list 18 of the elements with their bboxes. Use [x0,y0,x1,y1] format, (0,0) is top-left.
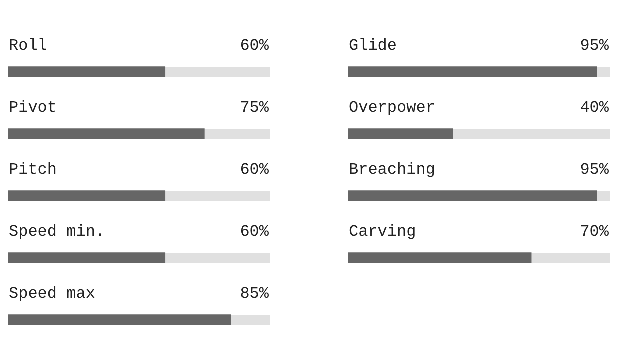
data-label: 95% [580,161,610,180]
category-label: Breaching [349,161,436,180]
data-label: 40% [580,99,610,118]
data-label: 95% [580,37,610,56]
data-label: 70% [580,223,610,242]
category-label: Carving [349,223,416,242]
data-label: 60% [240,223,270,242]
data-label: 75% [240,99,270,118]
category-label: Pivot [9,99,58,118]
data-label: 60% [240,37,270,56]
category-label: Roll [9,37,48,56]
category-label: Pitch [9,161,58,180]
category-label: Overpower [349,99,436,118]
data-label: 60% [240,161,270,180]
category-label: Speed min. [9,223,106,242]
data-label: 85% [240,285,270,304]
category-label: Speed max [9,285,96,304]
category-label: Glide [349,37,398,56]
